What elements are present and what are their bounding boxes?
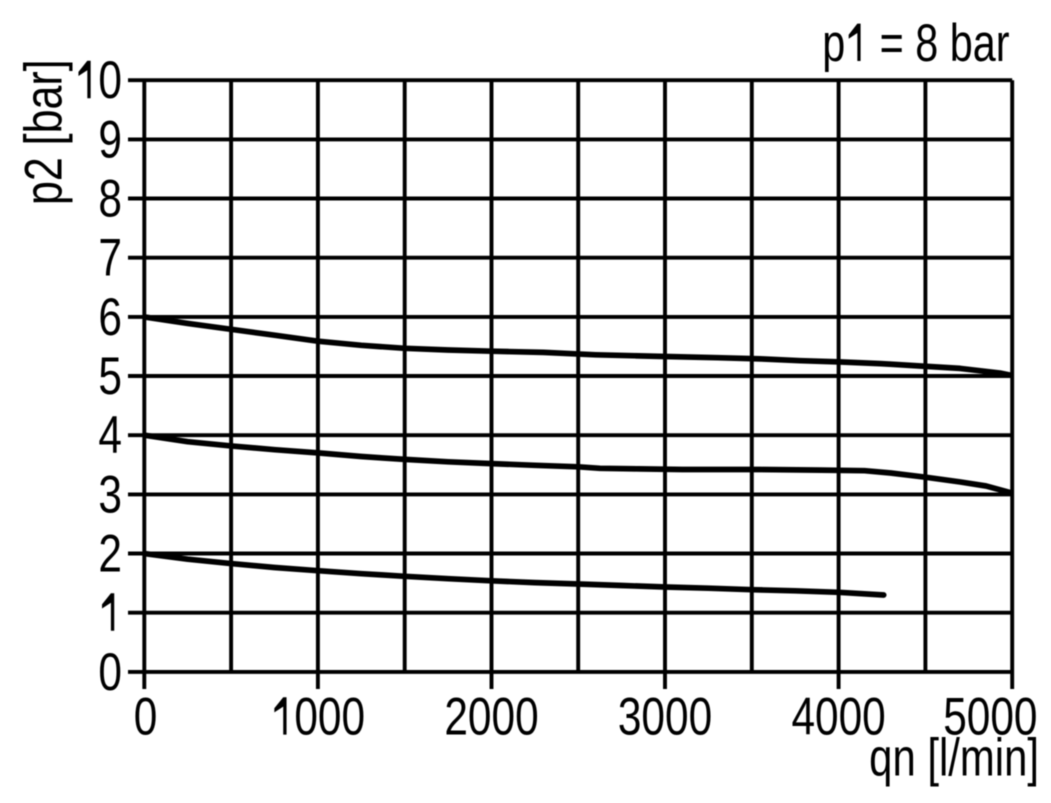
svg-text:000: 000	[294, 688, 365, 747]
svg-text:0: 0	[98, 644, 122, 703]
svg-text:2: 2	[98, 525, 122, 584]
svg-text:5: 5	[98, 348, 122, 407]
svg-text:0: 0	[98, 52, 122, 111]
svg-text:p: p	[822, 14, 845, 73]
svg-text:4: 4	[98, 407, 122, 466]
svg-text:3000: 3000	[618, 688, 712, 747]
svg-text:qn [l/min]: qn [l/min]	[869, 729, 1039, 788]
svg-text:7: 7	[98, 229, 122, 288]
svg-text:0: 0	[134, 688, 158, 747]
svg-text:8: 8	[98, 170, 122, 229]
svg-text:6: 6	[98, 289, 122, 348]
svg-text:= 8 bar: = 8 bar	[880, 14, 1010, 73]
svg-text:3: 3	[98, 466, 122, 525]
svg-text:4000: 4000	[791, 688, 885, 747]
svg-text:p2 [bar]: p2 [bar]	[14, 59, 73, 205]
svg-text:9: 9	[98, 111, 122, 170]
svg-text:2000: 2000	[444, 688, 538, 747]
svg-text:5000: 5000	[943, 688, 1037, 747]
